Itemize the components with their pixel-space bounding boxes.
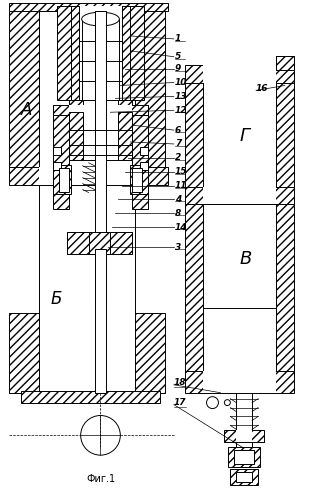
Bar bbox=[110, 232, 132, 254]
Bar bbox=[276, 71, 294, 375]
Bar bbox=[21, 391, 160, 403]
Bar bbox=[234, 450, 254, 464]
Bar bbox=[236, 472, 252, 482]
Bar bbox=[130, 6, 144, 100]
Text: 13: 13 bbox=[175, 92, 187, 101]
Bar bbox=[122, 6, 130, 100]
Bar bbox=[53, 162, 61, 170]
Bar bbox=[83, 112, 118, 160]
Bar bbox=[9, 313, 39, 393]
Bar bbox=[140, 162, 148, 170]
Text: 7: 7 bbox=[175, 139, 181, 148]
Bar bbox=[9, 3, 168, 11]
Bar bbox=[89, 232, 110, 254]
Bar bbox=[110, 232, 132, 254]
Bar bbox=[276, 56, 294, 70]
Bar bbox=[59, 168, 69, 192]
Text: 9: 9 bbox=[175, 64, 181, 73]
Bar bbox=[276, 56, 294, 70]
Bar bbox=[228, 447, 260, 467]
Bar bbox=[132, 105, 148, 210]
Bar bbox=[118, 112, 132, 160]
Text: 11: 11 bbox=[175, 181, 187, 190]
Bar bbox=[132, 168, 142, 192]
Text: Б: Б bbox=[51, 289, 62, 307]
Bar bbox=[185, 71, 202, 375]
Bar bbox=[135, 313, 165, 393]
Bar bbox=[9, 167, 168, 185]
Bar bbox=[69, 8, 83, 115]
Bar bbox=[224, 430, 264, 442]
Bar bbox=[39, 167, 135, 185]
Bar bbox=[95, 249, 106, 393]
Bar bbox=[79, 6, 122, 100]
Text: 12: 12 bbox=[175, 106, 187, 115]
Text: 2: 2 bbox=[175, 153, 181, 162]
Bar bbox=[135, 6, 165, 180]
Bar bbox=[53, 105, 69, 210]
Bar bbox=[185, 371, 294, 393]
Text: 4: 4 bbox=[175, 195, 181, 204]
Bar bbox=[130, 165, 148, 195]
Text: 16: 16 bbox=[256, 84, 269, 93]
Bar bbox=[39, 11, 135, 170]
Bar bbox=[236, 430, 252, 442]
Bar bbox=[71, 6, 130, 100]
Ellipse shape bbox=[82, 12, 119, 26]
Bar bbox=[185, 187, 294, 205]
Bar bbox=[118, 8, 132, 115]
Bar bbox=[185, 65, 294, 82]
Bar bbox=[202, 65, 276, 82]
Bar bbox=[53, 147, 61, 155]
Text: 18: 18 bbox=[174, 378, 186, 387]
Text: 3: 3 bbox=[175, 243, 181, 251]
Bar bbox=[230, 469, 258, 485]
Bar bbox=[53, 165, 71, 195]
Bar bbox=[53, 105, 148, 115]
Text: 14: 14 bbox=[175, 223, 187, 232]
Bar bbox=[140, 147, 148, 155]
Text: Фиг.1: Фиг.1 bbox=[86, 474, 115, 484]
Bar bbox=[9, 6, 39, 180]
Text: В: В bbox=[239, 250, 252, 268]
Bar bbox=[67, 232, 89, 254]
Bar bbox=[202, 80, 276, 190]
Text: 8: 8 bbox=[175, 209, 181, 218]
Bar bbox=[69, 105, 132, 115]
Bar bbox=[95, 11, 106, 298]
Text: 10: 10 bbox=[175, 78, 187, 87]
Bar bbox=[69, 112, 83, 160]
Bar bbox=[202, 187, 276, 205]
Bar bbox=[89, 232, 110, 254]
Text: 1: 1 bbox=[175, 34, 181, 43]
Bar bbox=[67, 232, 89, 254]
Text: 6: 6 bbox=[175, 126, 181, 135]
Bar bbox=[202, 205, 276, 308]
Text: 17: 17 bbox=[174, 398, 186, 407]
Bar bbox=[39, 185, 135, 393]
Text: Г: Г bbox=[239, 127, 249, 145]
Bar bbox=[71, 6, 79, 100]
Text: 15: 15 bbox=[175, 167, 187, 176]
Bar bbox=[57, 6, 71, 100]
Text: А: А bbox=[21, 101, 33, 119]
Bar bbox=[202, 371, 276, 393]
Text: 5: 5 bbox=[175, 52, 181, 61]
